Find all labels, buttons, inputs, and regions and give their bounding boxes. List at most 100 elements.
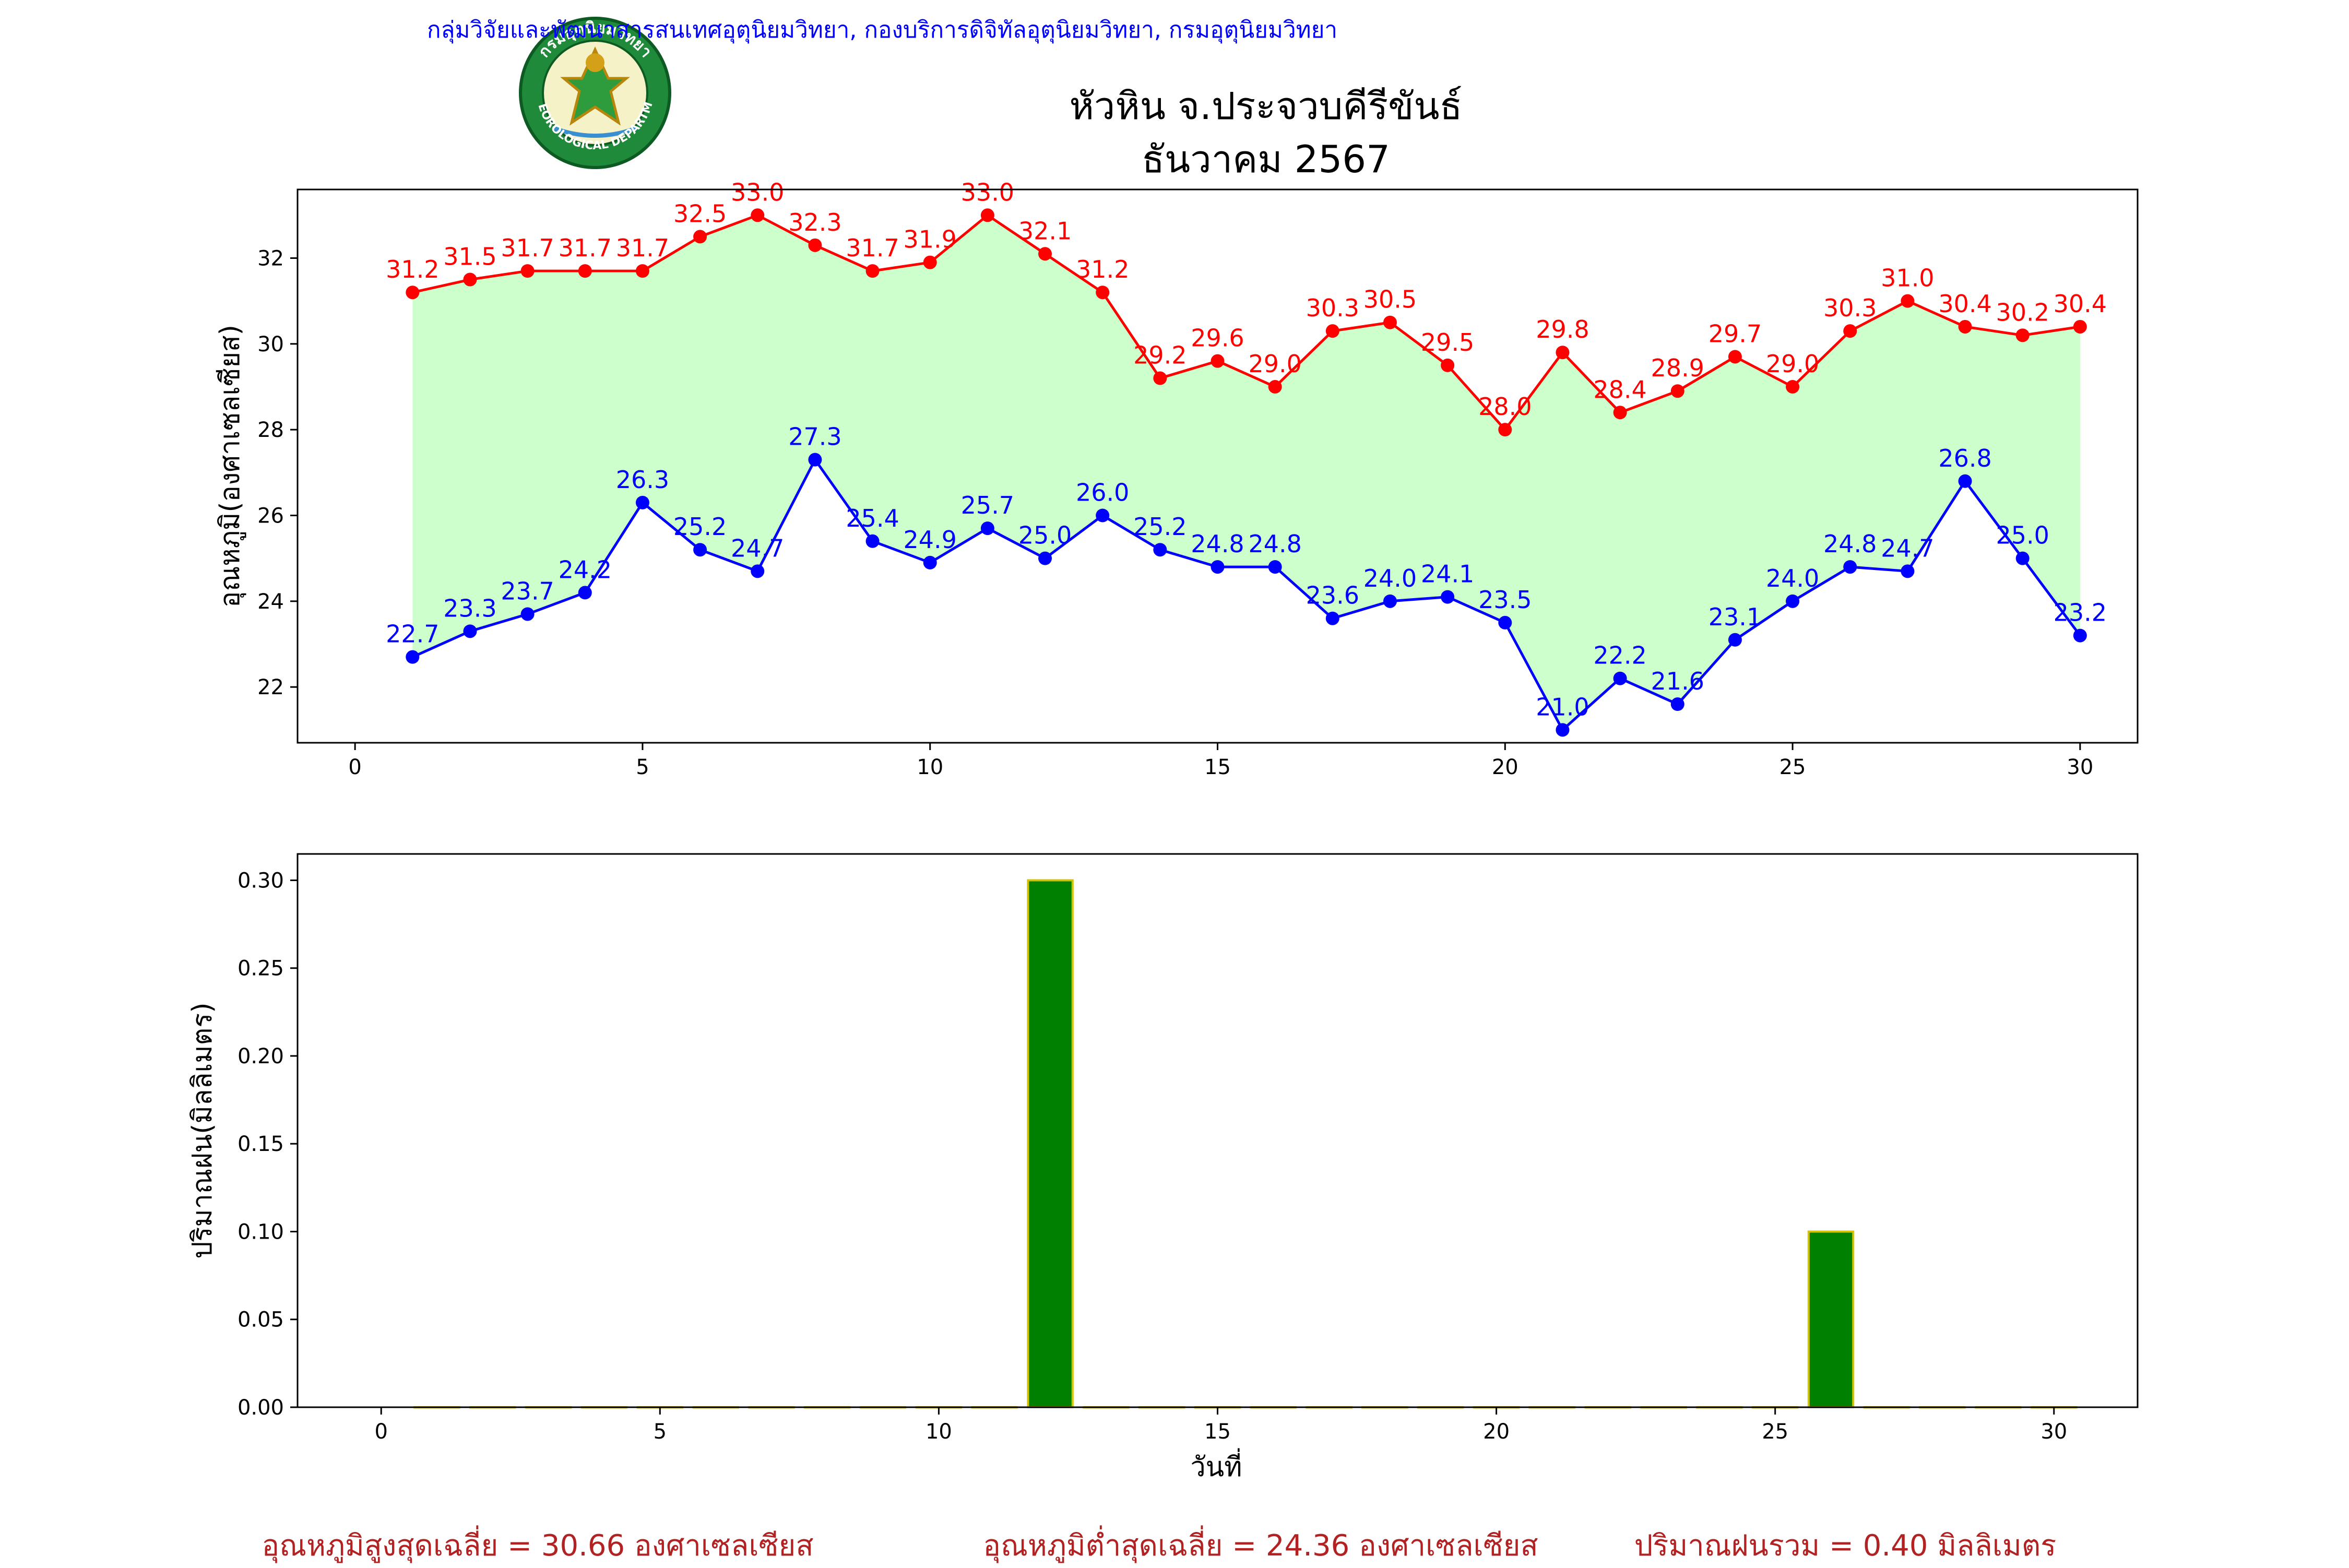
min-temperature-data-label: 25.7 (961, 491, 1014, 519)
max-temperature-point (1211, 354, 1225, 368)
temperature-lines (412, 213, 2081, 732)
max-temperature-data-label: 30.4 (1938, 290, 1991, 318)
max-temperature-data-label: 31.2 (386, 255, 439, 283)
min-temperature-data-label: 24.1 (1421, 560, 1474, 588)
min-temperature-data-label: 27.3 (788, 423, 841, 451)
max-temperature-point (923, 255, 937, 269)
y-tick-label: 22 (257, 675, 284, 699)
temperature-chart: 31.2 31.5 31.7 31.7 31.732.533.032.331.7 31.9… (215, 178, 2139, 779)
max-temperature-point (808, 238, 822, 252)
rainfall-y-axis-label: ปริมาณฝน(มิลลิเมตร) (187, 1002, 218, 1258)
x-tick-label: 5 (636, 755, 649, 779)
max-temperature-point (635, 264, 649, 278)
max-temperature-point (980, 208, 994, 222)
min-temperature-data-label: 23.3 (443, 594, 496, 622)
max-temperature-data-label: 31.5 (443, 243, 496, 271)
min-temperature-point (1498, 615, 1512, 629)
x-tick-label: 5 (654, 1420, 667, 1444)
min-temperature-data-label: 23.6 (1306, 581, 1359, 610)
min-temperature-point (520, 607, 535, 621)
max-temperature-point (1383, 315, 1397, 329)
summary-avg-max-temp: อุณหภูมิสูงสุดเฉลี่ย = 30.66 องศาเซลเซีย… (262, 1525, 813, 1563)
y-tick-label: 26 (257, 504, 284, 528)
min-temperature-data-label: 24.7 (1881, 534, 1934, 562)
rainfall-bar (1807, 1230, 1855, 1408)
max-temperature-data-label: 30.5 (1363, 286, 1417, 314)
min-temperature-data-label: 24.2 (559, 555, 612, 584)
min-temperature-data-label: 22.7 (386, 620, 439, 648)
max-temperature-point (463, 272, 477, 287)
max-temperature-point (1498, 423, 1512, 437)
min-temperature-point (1843, 560, 1857, 574)
min-temperature-point (1096, 508, 1110, 522)
rainfall-x-axis-label: วันที่ (1190, 1448, 1242, 1483)
max-temperature-point (751, 208, 765, 222)
min-temperature-data-label: 24.0 (1766, 564, 1819, 592)
x-tick-label: 10 (917, 755, 943, 779)
min-temperature-data-label: 26.8 (1938, 444, 1991, 472)
min-temperature-data-label: 21.6 (1651, 667, 1704, 695)
min-temperature-data-label: 25.0 (1996, 521, 2049, 550)
max-temperature-point (865, 264, 880, 278)
max-temperature-point (520, 264, 535, 278)
max-temperature-point (2015, 328, 2030, 342)
rainfall-plot-frame (296, 853, 2139, 1408)
min-temperature-point (1211, 560, 1225, 574)
max-temperature-data-label: 30.2 (1996, 298, 2049, 326)
min-temperature-point (1670, 697, 1684, 711)
min-temperature-point (751, 564, 765, 578)
y-tick-label: 0.10 (238, 1220, 284, 1244)
x-tick-label: 15 (1204, 1420, 1231, 1444)
min-temperature-point (1153, 543, 1167, 557)
max-temperature-point (1843, 324, 1857, 338)
min-temperature-point (1556, 723, 1570, 737)
max-temperature-data-label: 32.1 (1018, 217, 1072, 245)
min-temperature-point (2015, 551, 2030, 565)
min-temperature-point (1038, 551, 1052, 565)
max-temperature-point (406, 286, 420, 300)
min-temperature-data-label: 23.2 (2054, 599, 2107, 627)
min-temperature-data-label: 24.8 (1191, 530, 1244, 558)
max-temperature-data-label: 29.6 (1191, 324, 1244, 352)
organization-header: กลุ่มวิจัยและพัฒนาสารสนเทศอุตุนิยมวิทยา,… (427, 17, 1337, 44)
chart-title-month: ธันวาคม 2567 (1142, 137, 1390, 181)
max-temperature-data-label: 31.7 (616, 234, 669, 262)
max-temperature-point (1556, 346, 1570, 360)
temperature-data-labels: 31.2 31.5 31.7 31.7 31.732.533.032.331.7 31.9… (386, 178, 2107, 721)
min-temperature-line (412, 457, 2081, 732)
max-temperature-data-label: 33.0 (731, 178, 784, 206)
max-temperature-data-label: 29.2 (1133, 341, 1187, 370)
y-tick-label: 0.30 (238, 869, 284, 893)
max-temperature-data-label: 31.2 (1076, 255, 1129, 283)
max-temperature-point (1038, 247, 1052, 261)
min-temperature-point (980, 521, 994, 536)
max-temperature-point (1613, 406, 1627, 420)
min-temperature-point (1613, 671, 1627, 685)
max-temperature-data-label: 29.0 (1766, 350, 1819, 378)
min-temperature-data-label: 24.8 (1248, 530, 1301, 558)
y-tick-label: 0.20 (238, 1044, 284, 1068)
max-temperature-point (1901, 294, 1915, 308)
max-temperature-point (1153, 371, 1167, 385)
max-temperature-data-label: 28.0 (1478, 393, 1532, 421)
min-temperature-data-label: 21.0 (1536, 693, 1589, 721)
min-temperature-point (635, 495, 649, 509)
min-temperature-data-label: 25.2 (1133, 513, 1187, 541)
temperature-y-ticks: 22 24 26 28 30 32 (257, 246, 298, 699)
min-temperature-point (808, 453, 822, 467)
summary-avg-min-temp: อุณหภูมิต่ำสุดเฉลี่ย = 24.36 องศาเซลเซีย… (983, 1525, 1538, 1563)
min-temperature-data-label: 24.7 (731, 534, 784, 562)
x-tick-label: 25 (1762, 1420, 1788, 1444)
x-tick-label: 10 (926, 1420, 952, 1444)
min-temperature-point (406, 650, 420, 664)
min-temperature-point (463, 624, 477, 638)
y-tick-label: 0.00 (238, 1396, 284, 1420)
max-temperature-data-label: 30.4 (2054, 290, 2107, 318)
min-temperature-data-label: 25.4 (846, 504, 899, 532)
min-temperature-point (2073, 628, 2087, 643)
y-tick-label: 0.15 (238, 1132, 284, 1156)
max-temperature-data-label: 32.3 (788, 208, 841, 236)
max-temperature-point (693, 230, 707, 244)
min-temperature-point (578, 586, 592, 600)
